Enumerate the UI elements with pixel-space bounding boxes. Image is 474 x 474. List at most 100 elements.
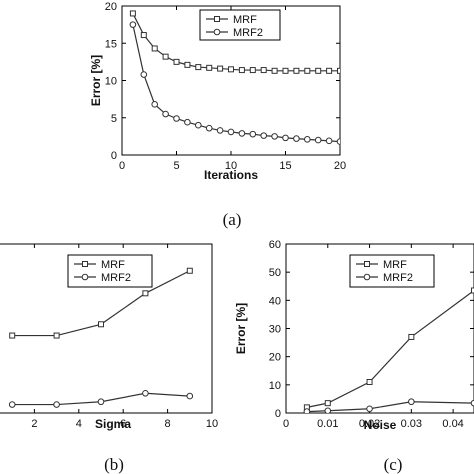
data-point-mrf [129,10,136,17]
legend-label: MRF [383,259,407,271]
data-point-mrf2 [470,399,474,407]
data-point-mrf2 [304,136,311,143]
plot-area [8,267,194,408]
plot-area [129,10,340,145]
data-point-mrf [142,290,149,297]
legend-box [349,254,435,288]
legend-label: MRF [101,259,125,271]
data-point-mrf2 [162,110,169,118]
data-point-mrf2 [205,124,213,132]
data-point-mrf2 [314,136,322,144]
x-tick-label: 0 [119,160,125,172]
data-point-mrf2 [408,398,415,406]
legend-marker-circle [81,273,89,281]
legend-marker-circle [213,28,221,36]
data-point-mrf [324,400,331,407]
y-axis-label: Error [%] [234,303,248,354]
legend-marker-square [214,16,220,22]
panel-caption: (c) [384,455,403,474]
x-tick-label: 8 [165,418,171,430]
x-tick-label: 0.01 [317,418,338,430]
x-axis-label: Iterations [204,168,258,182]
x-tick-label: 0.02 [359,418,380,430]
legend-box [67,254,153,288]
chart-panel-0: 0 5 10 15 20 0 5 10 15 20 Iterations Error [%] MRFMR… [89,1,346,229]
data-point-mrf [471,287,474,294]
panel-caption: (b) [104,455,124,474]
x-tick-label: 4 [76,418,82,430]
series-line-mrf2 [132,24,340,143]
data-point-mrf2 [142,389,149,397]
data-point-mrf [366,379,373,386]
data-point-mrf2 [227,128,235,136]
y-tick-label: 0 [111,150,117,162]
data-point-mrf [228,66,234,73]
data-point-mrf [249,67,256,74]
data-point-mrf2 [271,133,278,140]
legend-label: MRF [233,14,257,26]
plot-area [303,287,474,413]
y-tick-label: 15 [105,38,117,50]
legend-label: MRF2 [233,27,263,39]
data-point-mrf [315,67,322,74]
x-tick-label: 6 [120,418,126,430]
y-tick-label: 10 [105,76,117,88]
y-tick-label: 20 [105,1,117,13]
data-point-mrf [140,32,147,39]
x-tick-label: 5 [173,160,179,172]
data-point-mrf2 [140,71,148,78]
data-point-mrf [151,45,158,52]
x-axis-label: Sigma [95,417,131,431]
panel-caption: (a) [223,210,242,229]
data-point-mrf2 [186,392,194,400]
data-point-mrf [238,67,245,74]
x-tick-label: 20 [334,160,346,172]
data-point-mrf2 [282,134,289,142]
data-point-mrf2 [303,408,311,413]
data-point-mrf2 [249,130,257,138]
x-tick-label: 15 [279,160,291,172]
series-line-mrf2 [306,401,474,413]
y-tick-label: 5 [111,113,117,125]
chart-panel-2: 0 0.01 0.02 0.03 0.04 0 10 20 30 40 50 60 Noise Error… [234,239,474,474]
data-point-mrf [304,67,311,74]
data-point-mrf [337,67,340,74]
data-point-mrf2 [260,132,268,139]
x-tick-label: 10 [206,418,218,430]
data-point-mrf2 [324,407,332,413]
y-tick-label: 20 [269,352,281,364]
data-point-mrf2 [366,405,373,413]
y-tick-label: 40 [269,295,281,307]
x-tick-label: 2 [31,418,37,430]
legend-marker-circle [363,273,371,281]
data-point-mrf [271,67,278,74]
x-tick-label: 0.04 [442,418,463,430]
plot-frame [0,243,213,414]
legend-box [199,9,281,41]
data-point-mrf [173,58,180,65]
data-point-mrf [260,67,267,74]
x-tick-label: 0.03 [401,418,422,430]
data-point-mrf [53,332,60,339]
y-tick-label: 30 [269,324,281,336]
data-point-mrf2 [151,101,158,108]
legend-marker-square [82,261,88,267]
data-point-mrf [282,67,289,74]
data-point-mrf2 [173,115,180,122]
data-point-mrf [408,333,415,340]
legend-label: MRF2 [101,272,131,284]
x-tick-label: 0 [283,418,289,430]
data-point-mrf [326,67,333,74]
x-tick-label: 10 [225,160,237,172]
data-point-mrf2 [184,118,191,126]
data-point-mrf2 [129,21,137,28]
series-line-mrf [306,289,474,408]
legend-marker-square [364,261,370,267]
data-point-mrf2 [336,138,340,145]
data-point-mrf [184,61,191,68]
legend-label: MRF2 [383,272,413,284]
y-tick-label: 0 [275,408,281,420]
y-axis-label: Error [%] [89,55,103,106]
data-point-mrf [217,65,224,72]
